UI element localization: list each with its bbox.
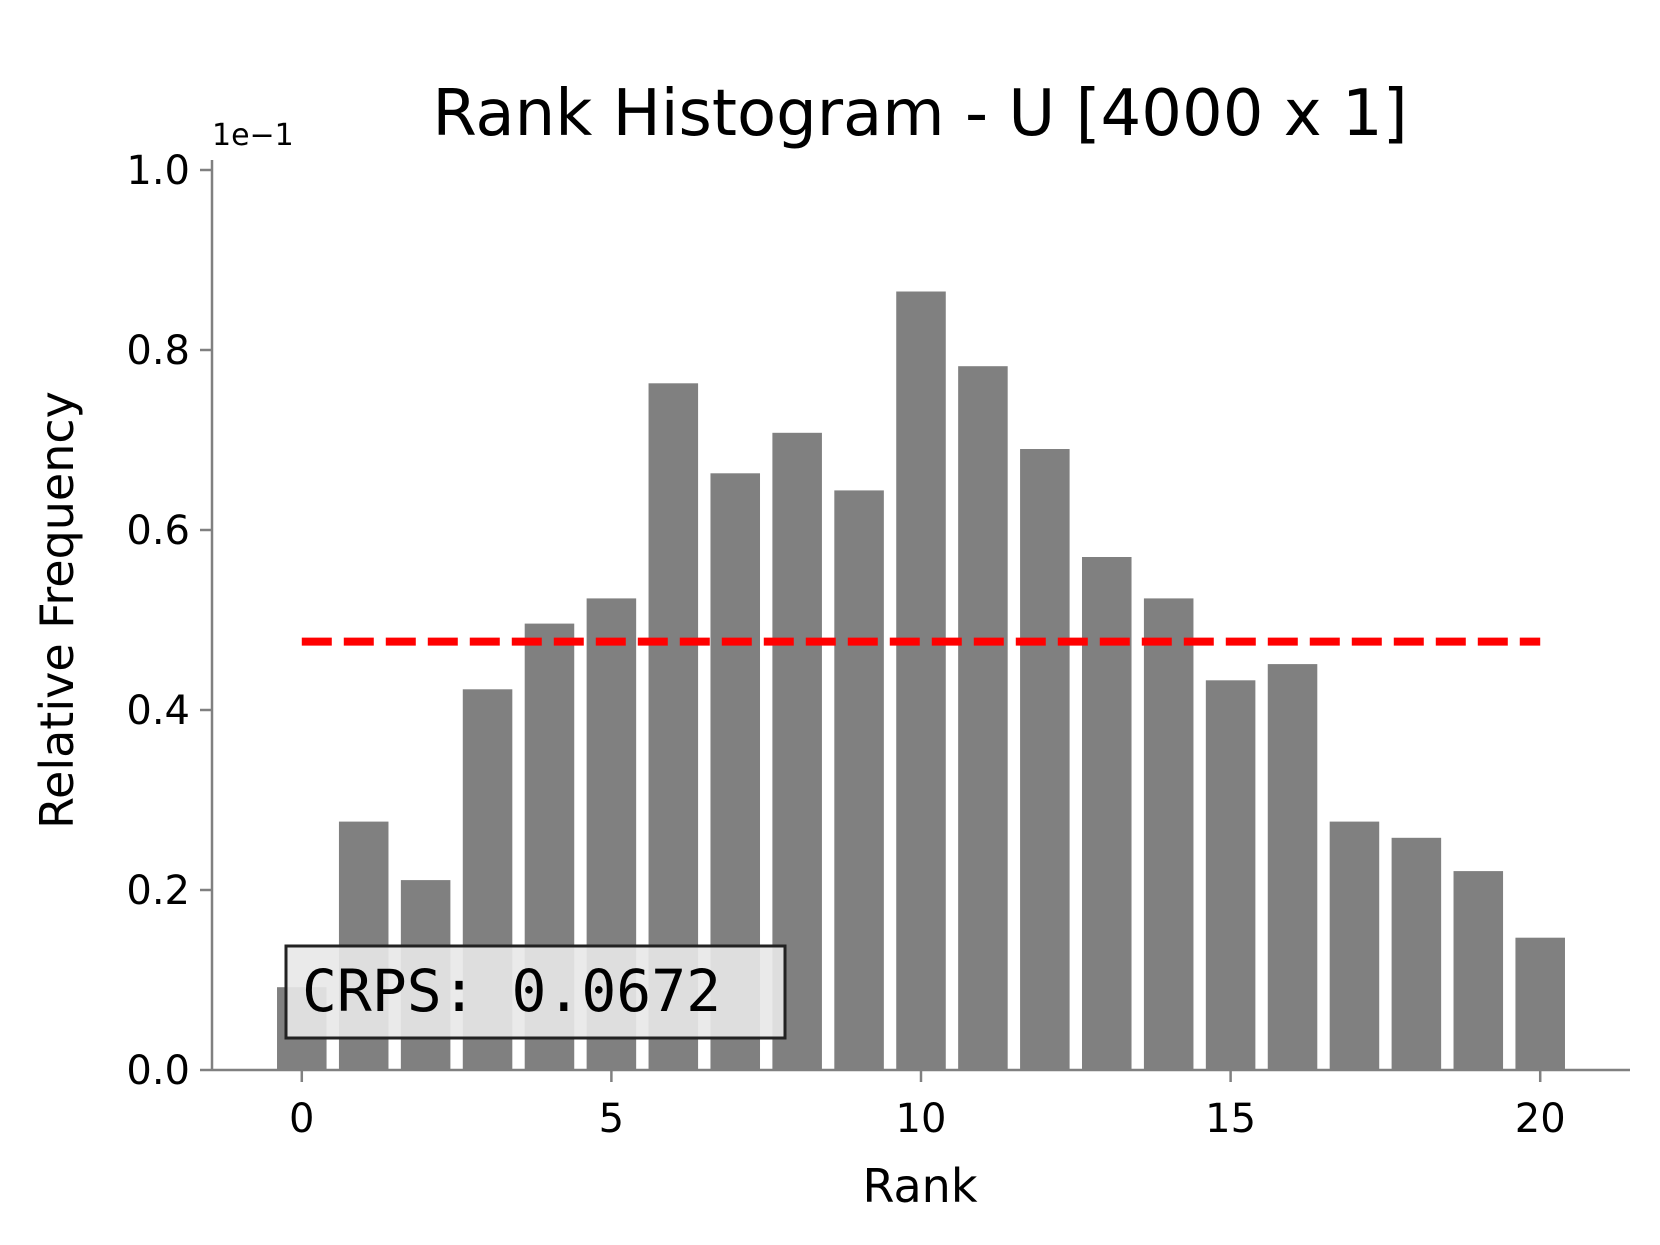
x-tick-label: 5 xyxy=(599,1096,624,1142)
bar-rank-13 xyxy=(1081,557,1132,1070)
y-tick-label: 0.6 xyxy=(126,508,190,554)
bar-rank-20 xyxy=(1515,937,1565,1070)
bar-rank-9 xyxy=(834,490,884,1070)
y-ticks-group: 0.0 0.2 0.4 0.6 0.8 1.0 xyxy=(126,148,212,1094)
y-offset-label: 1e−1 xyxy=(212,118,294,153)
annotation-box xyxy=(284,944,787,1040)
bar-rank-17 xyxy=(1329,821,1380,1070)
bar-rank-19 xyxy=(1453,871,1504,1070)
y-tick-label: 0.8 xyxy=(126,328,190,374)
crps-annotation: CRPS: 0.0672 xyxy=(284,944,787,1040)
bar-rank-14 xyxy=(1143,598,1194,1070)
chart-title: Rank Histogram - U [4000 x 1] xyxy=(432,77,1407,151)
bar-rank-11 xyxy=(958,366,1008,1070)
x-ticks-group: 0 5 10 15 20 xyxy=(289,1070,1566,1142)
bar-rank-15 xyxy=(1205,680,1256,1070)
bar-rank-16 xyxy=(1267,664,1318,1070)
bar-rank-18 xyxy=(1391,837,1442,1070)
annotation-text: CRPS: 0.0672 xyxy=(302,957,721,1025)
y-tick-label: 0.0 xyxy=(126,1048,190,1094)
x-tick-label: 0 xyxy=(289,1096,314,1142)
bar-rank-12 xyxy=(1020,449,1070,1070)
y-axis-label: Relative Frequency xyxy=(30,391,84,829)
x-axis-label: Rank xyxy=(863,1159,978,1213)
x-tick-label: 15 xyxy=(1205,1096,1256,1142)
y-tick-label: 0.2 xyxy=(126,868,190,914)
x-tick-label: 10 xyxy=(896,1096,947,1142)
y-tick-label: 0.4 xyxy=(126,688,190,734)
y-tick-label: 1.0 xyxy=(126,148,190,194)
bar-rank-10 xyxy=(896,291,946,1070)
x-tick-label: 20 xyxy=(1515,1096,1566,1142)
